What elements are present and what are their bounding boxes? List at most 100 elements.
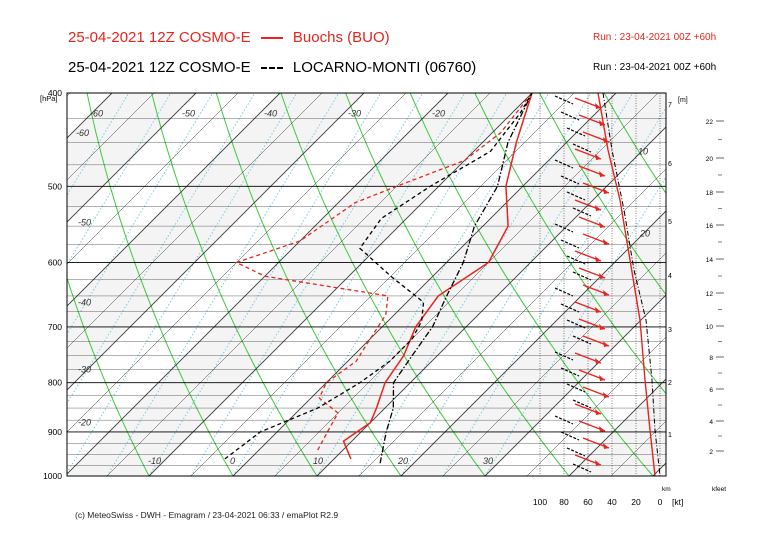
title-buochs: 25-04-2021 12Z COSMO-E Buochs (BUO) [68,29,390,46]
height-kfeet-tick-label: 20 [706,156,714,163]
wind-barb-black [572,463,592,473]
isotherm [568,378,666,476]
wind-tick-label: 60 [583,497,593,507]
wind-barb-black [560,431,580,441]
pressure-tick-label: 900 [48,427,62,437]
wind-barb-red-head [599,120,605,126]
wind-barb-black [572,143,592,153]
dry-adiabat [0,93,65,476]
height-kfeet-tick-label: 16 [706,223,714,230]
wind-barb-black [554,415,574,425]
temperature-tick-label: -40 [264,108,277,118]
wind-barb-red-head [603,239,609,245]
wind-barb-red-head [595,307,601,313]
temperature-tick-label: -60 [90,108,103,118]
temperature-tick-label: 10 [313,456,323,466]
y-axis-label: [hPa] [40,94,58,103]
wind-barb-black [566,255,586,265]
wind-barb-black [572,335,592,345]
wind-barb-black [572,271,592,281]
isotherm [67,93,407,433]
plot-frame [66,92,667,477]
wind-tick-label: 20 [631,497,641,507]
wind-barb-red-head [595,154,601,160]
isotherm [148,93,533,476]
wind-barb-black [572,207,592,217]
plot-area [0,93,766,476]
series-temperature-solid-red [342,93,533,460]
temperature-tick-label: 0 [230,456,235,466]
isotherm [0,93,28,476]
wind-barb-black [566,319,586,329]
wind-barb-black [566,127,586,137]
pressure-tick-label: 500 [48,181,62,191]
isotherm-band [0,93,28,476]
mixing-ratio-line [148,93,382,476]
isotherm [695,93,766,476]
mixing-ratio-line [274,93,508,476]
wind-barb-black [554,351,574,361]
pressure-tick-label: 800 [48,378,62,388]
wind-barb-black [566,447,586,457]
isotherm [484,294,666,476]
wind-barb-red-head [599,171,605,177]
wind-profile-black [602,93,661,476]
temperature-tick-label: 20 [397,456,408,466]
isotherm [400,210,666,476]
wind-barb-black [566,383,586,393]
wind-tick-label: 0 [658,497,663,507]
series-temperature-dashdot-black [379,93,533,464]
wind-barb-red-head [595,358,601,364]
height-km-tick-label: 5 [668,219,672,226]
wind-barb-red-head [599,324,605,330]
pressure-tick-label: 700 [48,322,62,332]
wind-barb-red-head [599,426,605,432]
height-km-tick-label: 2 [668,380,672,387]
wind-barb-black [554,159,574,169]
wind-barb-red-head [595,409,601,415]
wind-tick-label: 80 [559,497,569,507]
height-kfeet-tick-label: 6 [709,387,713,394]
isotherm-band [737,93,766,476]
temperature-tick-label: -60 [76,128,89,138]
wind-barb-black [566,191,586,201]
temperature-tick-label: -50 [182,108,195,118]
wind-barb-red-head [603,188,609,194]
height-kfeet-tick-label: 2 [709,449,713,456]
mixing-ratio-line [358,93,592,476]
wind-barb-red-head [595,256,601,262]
wind-barb-red-head [595,205,601,211]
wind-tick-label: 40 [607,497,617,507]
temperature-tick-label: -40 [78,297,91,307]
height-km-tick-label: 7 [668,102,672,109]
wind-barb-black [560,175,580,185]
height-km-tick-label: 6 [668,161,672,168]
height-km-tick-label: 1 [668,432,672,439]
wind-barb-black [560,367,580,377]
isotherm [67,93,155,181]
title-locarno-station: LOCARNO-MONTI (06760) [292,59,477,76]
wind-barb-red-head [595,103,601,109]
temperature-tick-label: -10 [148,456,161,466]
pressure-tick-label: 1000 [43,471,62,481]
title-buochs-model: 25-04-2021 12Z COSMO-E [68,29,251,46]
wind-barb-red-head [603,137,609,143]
mixing-ratio-line [316,93,550,476]
isotherm [67,93,281,307]
mixing-ratio-line [67,93,298,474]
mixing-ratio-line [442,106,666,476]
temperature-tick-label: -50 [78,217,91,227]
legend-red-line [260,37,283,40]
wind-barb-red-head [603,290,609,296]
wind-barb-black [554,223,574,233]
pressure-tick-label: 600 [48,257,62,267]
title-locarno-model: 25-04-2021 12Z COSMO-E [68,59,251,76]
isotherm [358,168,666,476]
isotherm [67,93,365,391]
wind-barb-black [554,95,574,105]
isotherm [737,93,766,476]
mixing-ratio-line [484,175,666,476]
wind-barb-red-head [603,443,609,449]
temperature-tick-label: -20 [432,108,445,118]
wind-barb-black [560,239,580,249]
